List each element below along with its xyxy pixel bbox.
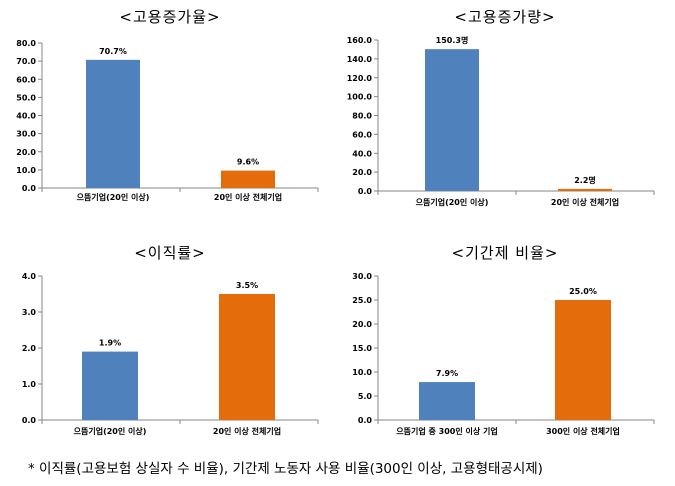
chart-title: <기간제 비율>: [452, 244, 559, 262]
category-label: 으뜸기업(20인 이상): [416, 197, 489, 207]
y-tick-label: 100.0: [347, 93, 373, 102]
data-label: 70.7%: [99, 47, 127, 56]
footnote: * 이직률(고용보험 상실자 수 비율), 기간제 노동자 사용 비율(300인…: [28, 461, 543, 477]
y-tick-label: 30.0: [16, 130, 36, 139]
y-tick-label: 30.0: [352, 272, 372, 281]
data-label: 25.0%: [569, 287, 597, 296]
y-tick-label: 120.0: [347, 74, 373, 83]
data-label: 150.3명: [436, 35, 469, 45]
bar-2: [555, 300, 611, 420]
y-tick-label: 5.0: [358, 392, 373, 401]
y-tick-label: 3.0: [22, 308, 37, 317]
chart-3: <이직률> 0.0 1.0 2.0 3.0 4.0 1.9% 으뜸기업(20인 이상) 3.5%…: [22, 244, 319, 436]
y-tick-label: 140.0: [347, 55, 373, 64]
y-tick-label: 4.0: [22, 272, 37, 281]
data-label: 1.9%: [99, 339, 121, 348]
bar-2: [558, 188, 612, 191]
chart-title: <고용증가량>: [454, 8, 555, 26]
y-tick-label: 80.0: [352, 112, 372, 121]
bar-1: [86, 59, 140, 189]
y-tick-label: 2.0: [22, 344, 37, 353]
y-tick-label: 10.0: [16, 166, 36, 175]
chart-title: <이직률>: [134, 244, 206, 262]
y-tick-label: 0.0: [22, 184, 37, 193]
bar-2: [219, 294, 275, 420]
y-tick-label: 0.0: [358, 416, 373, 425]
y-tick-label: 20.0: [352, 320, 372, 329]
category-label: 20인 이상 전체기업: [214, 192, 282, 202]
category-label: 300인 이상 전체기업: [546, 426, 620, 436]
category-label: 20인 이상 전체기업: [551, 197, 619, 207]
category-label: 으뜸기업 중 300인 이상 기업: [396, 426, 497, 436]
category-label: 으뜸기업(20인 이상): [77, 192, 150, 202]
chart-2: <고용증가량> 0.0 20.0 40.0 60.0 80.0 100.0 120.0 140.…: [347, 8, 655, 207]
bar-1: [419, 382, 475, 420]
bar-2: [221, 170, 275, 188]
y-tick-label: 25.0: [352, 296, 372, 305]
y-tick-label: 160.0: [347, 36, 373, 45]
y-tick-label: 20.0: [16, 148, 36, 157]
y-tick-label: 60.0: [16, 75, 36, 84]
y-tick-label: 0.0: [22, 416, 37, 425]
y-tick-label: 1.0: [22, 380, 37, 389]
bar-1: [425, 49, 479, 191]
category-label: 20인 이상 전체기업: [213, 426, 281, 436]
category-label: 으뜸기업(20인 이상): [74, 426, 147, 436]
data-label: 2.2명: [574, 175, 596, 185]
y-tick-label: 20.0: [352, 168, 372, 177]
y-tick-label: 50.0: [16, 93, 36, 102]
chart-1: <고용증가율> 0.0 10.0 20.0 30.0 40.0 50.0 60.0 70.0 80…: [16, 8, 319, 202]
data-label: 9.6%: [237, 158, 259, 167]
data-label: 3.5%: [236, 281, 258, 290]
chart-title: <고용증가율>: [119, 8, 220, 26]
y-tick-label: 80.0: [16, 39, 36, 48]
y-tick-label: 15.0: [352, 344, 372, 353]
bar-1: [82, 351, 138, 420]
y-tick-label: 70.0: [16, 57, 36, 66]
data-label: 7.9%: [436, 369, 458, 378]
y-tick-label: 0.0: [358, 187, 373, 196]
chart-4: <기간제 비율> 0.0 5.0 10.0 15.0 20.0 25.0 30.0 7.9% 으뜸…: [352, 244, 655, 436]
y-tick-label: 40.0: [352, 149, 372, 158]
y-tick-label: 60.0: [352, 130, 372, 139]
y-tick-label: 10.0: [352, 368, 372, 377]
y-tick-label: 40.0: [16, 112, 36, 121]
